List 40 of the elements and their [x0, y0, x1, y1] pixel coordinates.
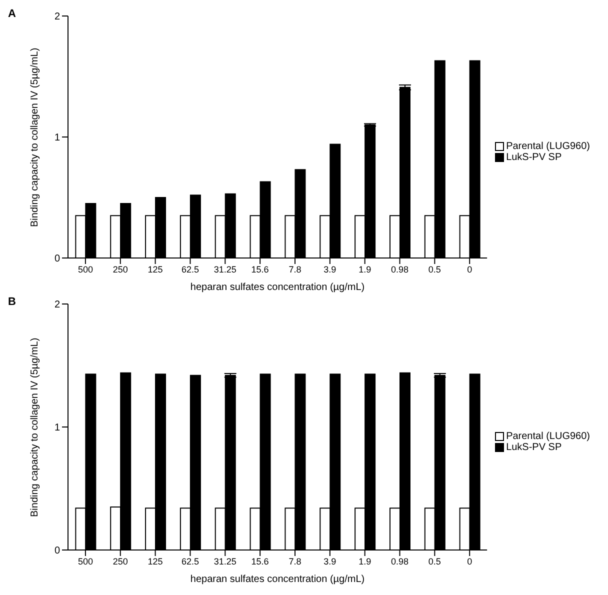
- y-tick-label: 2: [54, 12, 60, 23]
- x-axis-title: heparan sulfates concentration (µg/mL): [190, 282, 365, 293]
- x-tick-label: 62.5: [181, 556, 199, 566]
- chart-title: A: [8, 8, 16, 20]
- y-tick-label: 1: [54, 132, 60, 144]
- y-tick-label: 0: [54, 254, 60, 265]
- x-axis-title: heparan sulfates concentration (µg/mL): [190, 574, 365, 585]
- chart-title: B: [8, 296, 16, 308]
- x-tick-label: 31.25: [214, 556, 236, 566]
- x-tick-label: 15.6: [251, 264, 269, 274]
- x-tick-label: 125: [148, 556, 163, 566]
- x-tick-label: 15.6: [251, 556, 269, 566]
- y-axis-title: Binding capacity to collagen IV (5µg/mL): [30, 48, 41, 227]
- legend-label: Parental (LUG960): [506, 141, 590, 152]
- x-tick-label: 7.8: [288, 264, 302, 274]
- x-tick-label: 0.98: [390, 264, 409, 274]
- x-tick-label: 3.9: [324, 556, 336, 566]
- x-tick-label: 125: [148, 264, 163, 274]
- x-tick-label: 0.5: [428, 556, 441, 566]
- legend-label: LukS-PV SP: [506, 152, 562, 163]
- x-tick-label: 0: [467, 264, 472, 274]
- x-tick-label: 0.98: [390, 556, 409, 566]
- legend-label: LukS-PV SP: [506, 442, 562, 453]
- x-tick-label: 500: [78, 556, 93, 566]
- legend-label: Parental (LUG960): [506, 431, 590, 442]
- x-tick-label: 0.5: [428, 264, 441, 274]
- x-tick-label: 1.9: [358, 556, 372, 566]
- x-tick-label: 7.8: [288, 556, 302, 566]
- y-tick-label: 1: [54, 422, 60, 434]
- x-tick-label: 3.9: [324, 264, 336, 274]
- y-axis-title: Binding capacity to collagen IV (5µg/mL): [30, 338, 41, 517]
- x-tick-label: 31.25: [214, 264, 236, 274]
- x-tick-label: 250: [112, 264, 128, 274]
- x-tick-label: 62.5: [181, 264, 199, 274]
- x-tick-label: 1.9: [358, 264, 372, 274]
- y-tick-label: 2: [54, 300, 60, 311]
- y-tick-label: 0: [54, 546, 60, 557]
- x-tick-label: 250: [112, 556, 128, 566]
- x-tick-label: 0: [467, 556, 472, 566]
- x-tick-label: 500: [78, 264, 93, 274]
